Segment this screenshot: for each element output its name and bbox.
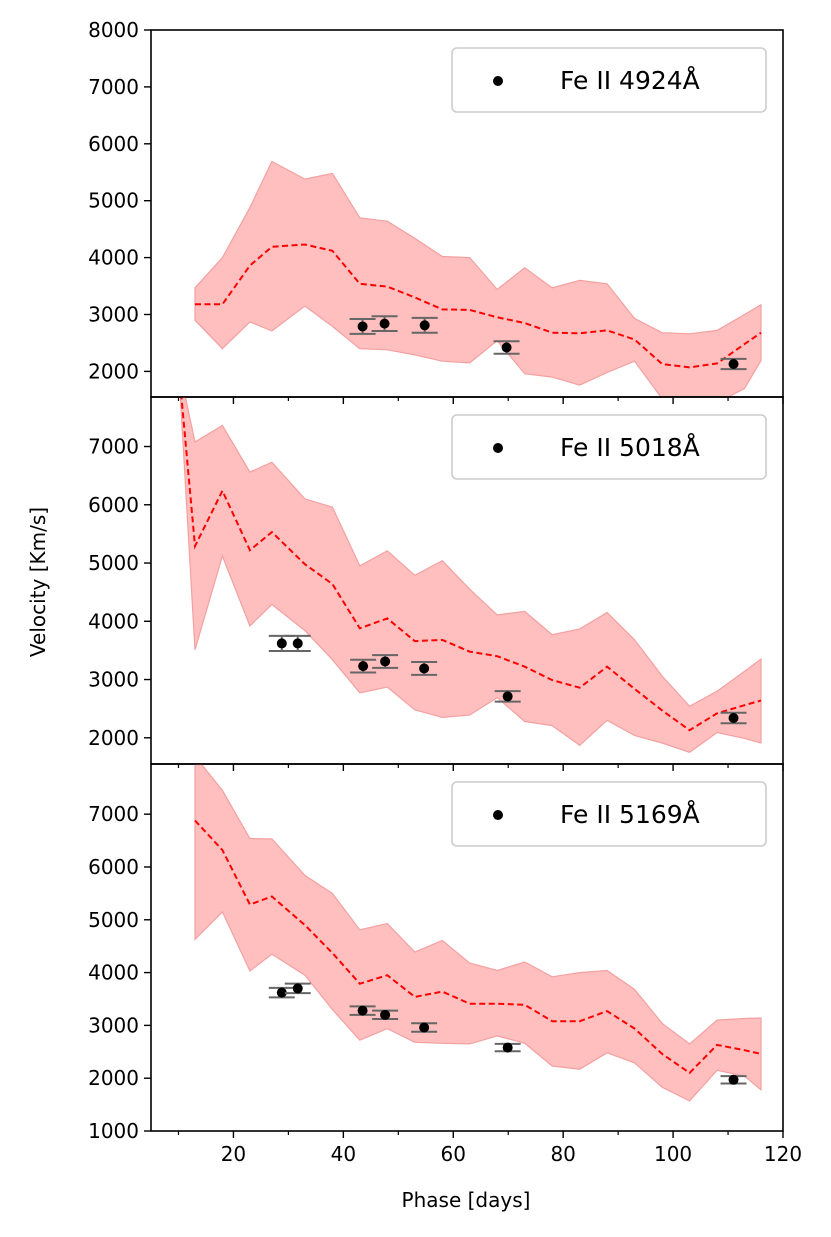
data-marker	[379, 318, 390, 329]
legend-label: Fe II 5018Å	[560, 433, 700, 462]
plot-area	[194, 764, 762, 1102]
y-tick-label: 4000	[88, 961, 139, 985]
y-tick-label: 8000	[88, 18, 139, 42]
x-tick-label: 40	[331, 1142, 356, 1166]
legend-box	[451, 414, 767, 480]
data-point	[350, 658, 377, 674]
model-mean-line	[194, 819, 762, 1075]
legend: Fe II 4924Å	[451, 47, 767, 113]
panel-frame	[150, 763, 784, 1132]
x-axis-label: Phase [days]	[402, 1188, 531, 1212]
data-marker	[357, 321, 368, 332]
data-point	[349, 318, 376, 335]
plot-area	[179, 397, 762, 753]
model-mean-line	[180, 397, 762, 732]
data-marker	[380, 656, 391, 667]
data-marker	[728, 712, 739, 723]
legend-label: Fe II 4924Å	[560, 66, 700, 95]
y-tick-label: 2000	[88, 1066, 139, 1090]
legend-box	[451, 47, 767, 113]
panel-2: 2000 3000 4000 5000 6000 7000 Fe II 5018Å	[88, 396, 784, 771]
y-tick-label: 7000	[88, 435, 139, 459]
data-marker	[292, 638, 303, 649]
data-point	[720, 711, 747, 725]
data-point	[494, 1042, 521, 1053]
y-tick-label: 5000	[88, 551, 139, 575]
y-tick-label: 6000	[88, 493, 139, 517]
data-marker	[276, 987, 287, 998]
data-point	[268, 634, 295, 652]
x-tick-label: 20	[221, 1142, 246, 1166]
data-marker	[501, 342, 512, 353]
y-tick-label: 2000	[88, 359, 139, 383]
data-marker	[357, 1005, 368, 1016]
legend-box	[451, 781, 767, 847]
data-point	[284, 982, 311, 995]
panel-1: 2000 3000 4000 5000 6000 7000 8000 Fe II 4924Å	[88, 18, 784, 404]
y-tick-label: 6000	[88, 132, 139, 156]
data-marker	[728, 358, 739, 369]
data-point	[411, 661, 438, 676]
legend: Fe II 5018Å	[451, 414, 767, 480]
data-point	[494, 690, 521, 703]
legend: Fe II 5169Å	[451, 781, 767, 847]
data-point	[371, 315, 398, 332]
legend-marker	[493, 76, 503, 86]
uncertainty-band	[194, 160, 762, 397]
x-tick-label: 120	[764, 1142, 802, 1166]
data-marker	[502, 691, 513, 702]
data-point	[493, 340, 520, 355]
data-point	[372, 654, 399, 669]
data-point	[411, 1022, 438, 1033]
y-tick-label: 7000	[88, 802, 139, 826]
y-tick-label: 6000	[88, 855, 139, 879]
panel-3: 1000 2000 3000 4000 5000 6000 7000 20 40 60 80 100 1…	[88, 763, 802, 1166]
data-point	[372, 1009, 399, 1021]
y-tick-label: 1000	[88, 1119, 139, 1143]
y-tick-label: 5000	[88, 908, 139, 932]
y-tick-label: 3000	[88, 668, 139, 692]
data-point	[720, 1074, 747, 1085]
y-tick-label: 3000	[88, 1013, 139, 1037]
data-point	[268, 986, 295, 999]
data-point	[284, 634, 311, 652]
data-marker	[419, 320, 430, 331]
data-marker	[380, 1009, 391, 1020]
data-marker	[292, 983, 303, 994]
y-tick-label: 7000	[88, 75, 139, 99]
x-tick-label: 100	[654, 1142, 692, 1166]
y-tick-label: 4000	[88, 609, 139, 633]
legend-label: Fe II 5169Å	[560, 800, 700, 829]
y-tick-label: 2000	[88, 726, 139, 750]
data-marker	[728, 1074, 739, 1085]
y-tick-label: 3000	[88, 302, 139, 326]
data-marker	[358, 661, 369, 672]
data-point	[720, 357, 747, 371]
y-tick-label: 5000	[88, 189, 139, 213]
data-marker	[419, 1022, 430, 1033]
data-point	[349, 1005, 376, 1016]
data-marker	[419, 663, 430, 674]
x-tick-label: 80	[550, 1142, 575, 1166]
y-axis-label: Velocity [Km/s]	[26, 507, 50, 657]
legend-marker	[493, 810, 503, 820]
plot-area	[194, 160, 762, 397]
model-mean-line	[195, 243, 762, 369]
data-marker	[276, 638, 287, 649]
legend-marker	[493, 443, 503, 453]
uncertainty-band	[194, 764, 762, 1102]
data-marker	[502, 1042, 513, 1053]
data-point	[411, 316, 438, 334]
x-tick-label: 60	[441, 1142, 466, 1166]
y-tick-label: 4000	[88, 246, 139, 270]
